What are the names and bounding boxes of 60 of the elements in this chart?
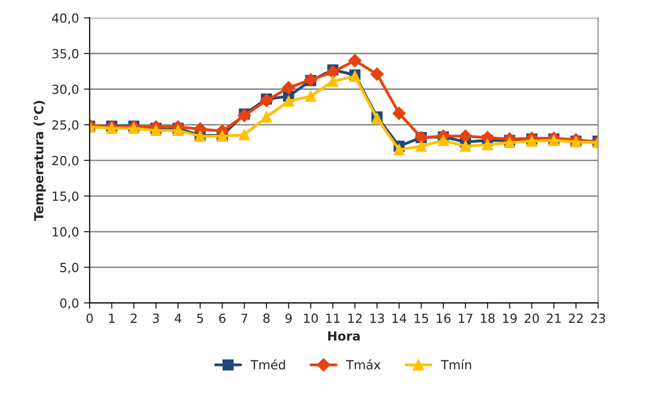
y-tick-label: 5,0 xyxy=(60,262,78,274)
point xyxy=(526,136,538,147)
x-tick-label: 11 xyxy=(326,314,340,323)
y-axis-title: Temperatura (°C) xyxy=(34,100,46,221)
point xyxy=(392,106,406,120)
point xyxy=(282,81,296,94)
x-tick-label: 20 xyxy=(524,314,539,324)
x-tick-label: 12 xyxy=(348,314,362,323)
x-tick-label: 8 xyxy=(263,314,270,324)
y-tick-label: 0,0 xyxy=(60,298,78,310)
y-tick-label: 35,0 xyxy=(52,48,78,60)
x-tick-label: 17 xyxy=(458,314,472,323)
point xyxy=(283,96,294,107)
point xyxy=(482,139,494,150)
point xyxy=(238,129,250,140)
x-tick-label: 22 xyxy=(568,314,583,323)
x-tick-label: 19 xyxy=(503,314,517,324)
y-tick-label: 15,0 xyxy=(52,191,78,202)
x-tick-label: 10 xyxy=(304,314,318,324)
x-tick-label: 15 xyxy=(414,314,428,324)
point xyxy=(260,111,272,122)
point xyxy=(327,76,338,87)
x-tick-label: 14 xyxy=(392,314,406,323)
point xyxy=(348,54,362,68)
x-tick-label: 23 xyxy=(591,314,606,324)
point xyxy=(416,140,427,152)
point xyxy=(394,144,405,156)
x-tick-label: 7 xyxy=(241,314,248,323)
x-tick-label: 9 xyxy=(285,314,292,324)
point xyxy=(172,124,184,136)
x-tick-label: 16 xyxy=(436,314,451,324)
legend-label: Tmáx xyxy=(346,359,381,370)
x-tick-label: 13 xyxy=(370,314,384,324)
point xyxy=(504,137,516,148)
point xyxy=(370,68,384,81)
point xyxy=(305,90,316,102)
y-tick-label: 25,0 xyxy=(52,120,78,131)
point xyxy=(238,108,251,122)
y-tick-label: 10,0 xyxy=(52,227,78,238)
x-tick-label: 18 xyxy=(480,314,495,324)
point xyxy=(460,140,472,152)
x-tick-label: 6 xyxy=(219,314,226,324)
x-tick-label: 3 xyxy=(152,314,159,324)
point xyxy=(438,134,449,146)
x-tick-label: 0 xyxy=(86,314,93,324)
x-tick-label: 2 xyxy=(130,314,137,323)
y-tick-label: 30,0 xyxy=(52,84,78,96)
x-tick-label: 21 xyxy=(546,314,561,323)
x-tick-label: 1 xyxy=(109,314,115,323)
legend-label: Tméd xyxy=(250,359,285,370)
y-tick-label: 40,0 xyxy=(52,13,78,24)
point xyxy=(150,124,162,136)
x-tick-label: 5 xyxy=(197,314,204,324)
y-tick-label: 20,0 xyxy=(52,156,78,167)
point xyxy=(458,130,472,143)
legend-label: Tmín xyxy=(440,359,472,370)
point xyxy=(260,94,274,108)
point xyxy=(326,65,340,79)
x-tick-label: 4 xyxy=(174,314,182,323)
x-axis-title: Hora xyxy=(328,331,360,341)
